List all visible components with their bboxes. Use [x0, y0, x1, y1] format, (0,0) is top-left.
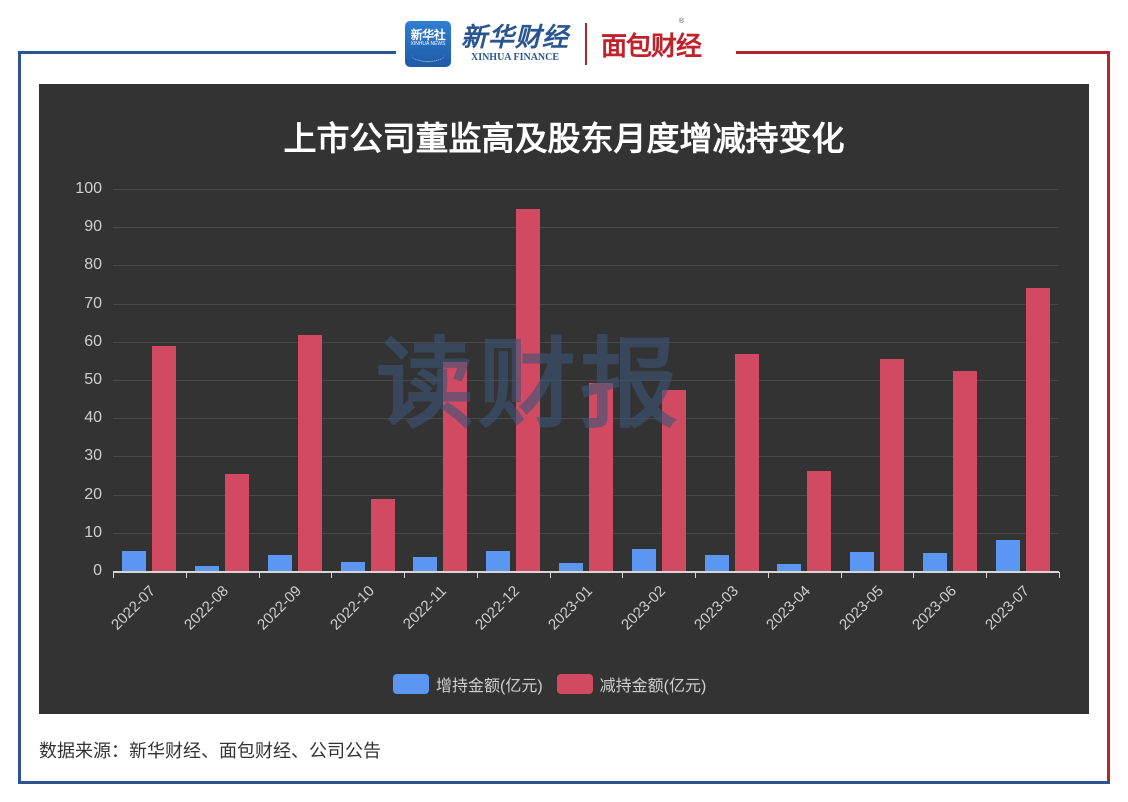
bar-decrease[interactable] [225, 474, 249, 571]
x-tick-mark [113, 572, 114, 578]
legend-item-increase[interactable]: 增持金额(亿元) [393, 672, 543, 696]
gridline [113, 495, 1059, 496]
y-tick-label: 50 [84, 371, 102, 388]
y-tick-label: 0 [93, 562, 102, 579]
legend-label-decrease: 减持金额(亿元) [599, 678, 707, 695]
xinhua-finance-cn: 新华财经 [461, 23, 570, 53]
bar-decrease[interactable] [735, 354, 759, 571]
frame-right-border [1107, 51, 1110, 784]
x-tick-mark [186, 572, 187, 578]
bar-decrease[interactable] [953, 371, 977, 571]
bar-increase[interactable] [413, 557, 437, 571]
legend-swatch-increase [393, 674, 429, 694]
x-tick-mark [622, 572, 623, 578]
y-tick-label: 20 [84, 486, 102, 503]
registered-mark: ® [678, 17, 684, 25]
xinhua-finance-en: XINHUA FINANCE [470, 52, 560, 63]
x-tick-mark [477, 572, 478, 578]
y-tick-label: 100 [75, 180, 102, 197]
bar-increase[interactable] [850, 552, 874, 571]
chart-legend: 增持金额(亿元) 减持金额(亿元) [393, 672, 720, 696]
frame-top-border-red [736, 51, 1110, 54]
bar-increase[interactable] [996, 540, 1020, 571]
x-tick-mark [331, 572, 332, 578]
gridline [113, 304, 1059, 305]
gridline [113, 189, 1059, 190]
x-axis-line [113, 571, 1059, 573]
x-tick-mark [913, 572, 914, 578]
xinhua-news-logo: 新华社 XINHUA NEWS [405, 21, 451, 67]
gridline [113, 380, 1059, 381]
bar-decrease[interactable] [298, 335, 322, 571]
bar-decrease[interactable] [662, 390, 686, 571]
gridline [113, 227, 1059, 228]
bar-decrease[interactable] [371, 499, 395, 571]
bar-decrease[interactable] [516, 209, 540, 571]
legend-swatch-decrease [556, 674, 593, 694]
x-tick-mark [768, 572, 769, 578]
frame-bottom-border [18, 781, 1110, 784]
x-tick-mark [841, 572, 842, 578]
legend-item-decrease[interactable]: 减持金额(亿元) [556, 672, 707, 696]
y-tick-label: 80 [84, 256, 102, 273]
frame-left-border [18, 51, 21, 784]
frame-top-border-blue [18, 51, 396, 54]
bar-increase[interactable] [486, 551, 510, 571]
y-tick-label: 70 [84, 295, 102, 312]
logo-divider [585, 23, 588, 65]
y-tick-label: 30 [84, 447, 102, 464]
bar-increase[interactable] [268, 555, 292, 571]
bar-decrease[interactable] [880, 359, 904, 571]
y-tick-label: 40 [84, 409, 102, 426]
y-tick-label: 90 [84, 218, 102, 235]
bar-increase[interactable] [777, 564, 801, 571]
x-tick-mark [1059, 572, 1060, 578]
legend-label-increase: 增持金额(亿元) [436, 678, 543, 695]
network-dots-icon [411, 47, 445, 62]
bar-increase[interactable] [559, 563, 583, 571]
gridline [113, 456, 1059, 457]
chart-title: 上市公司董监高及股东月度增减持变化 [283, 120, 845, 157]
bar-increase[interactable] [923, 553, 947, 571]
x-tick-mark [404, 572, 405, 578]
mianbao-finance-logo: 面包财经 ® [601, 18, 702, 63]
bar-increase[interactable] [341, 562, 365, 571]
bar-decrease[interactable] [807, 471, 831, 571]
bar-increase[interactable] [195, 566, 219, 571]
bar-decrease[interactable] [152, 346, 176, 571]
gridline [113, 342, 1059, 343]
mianbao-logo-text: 面包财经 [601, 30, 702, 61]
x-tick-mark [259, 572, 260, 578]
y-tick-label: 60 [84, 333, 102, 350]
x-tick-mark [550, 572, 551, 578]
gridline [113, 418, 1059, 419]
xinhua-finance-logo: 新华财经 XINHUA FINANCE [461, 24, 569, 64]
bar-increase[interactable] [705, 555, 729, 571]
xinhua-badge-subtitle: XINHUA NEWS [410, 41, 446, 47]
bar-decrease[interactable] [1026, 288, 1050, 571]
gridline [113, 533, 1059, 534]
x-tick-mark [986, 572, 987, 578]
header-logos: 新华社 XINHUA NEWS 新华财经 XINHUA FINANCE 面包财经… [405, 18, 702, 70]
x-tick-mark [695, 572, 696, 578]
gridline [113, 265, 1059, 266]
xinhua-badge-title: 新华社 [410, 28, 446, 42]
y-tick-label: 10 [84, 524, 102, 541]
data-source-note: 数据来源：新华财经、面包财经、公司公告 [39, 741, 381, 761]
bar-decrease[interactable] [443, 362, 467, 571]
bar-increase[interactable] [632, 549, 656, 571]
bar-decrease[interactable] [589, 383, 613, 571]
bar-increase[interactable] [122, 551, 146, 571]
